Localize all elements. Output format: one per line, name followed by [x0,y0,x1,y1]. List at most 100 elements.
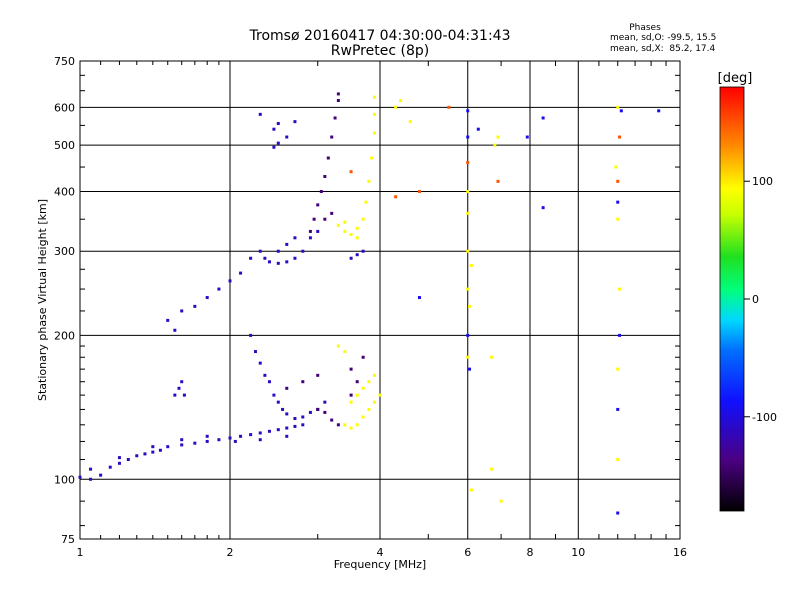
data-point [276,122,280,126]
data-point [316,229,320,233]
data-point [616,200,620,204]
data-point [355,393,359,397]
data-point [349,367,353,371]
data-point [616,217,620,221]
data-point [541,116,545,120]
data-point [466,287,470,291]
data-point [367,407,371,411]
data-point [373,373,377,377]
data-point [180,443,184,447]
data-point [394,195,398,199]
data-point [468,304,472,308]
data-point [343,220,347,224]
data-point [205,434,209,438]
data-point [173,328,177,332]
data-point [373,95,377,99]
data-point [336,223,340,227]
data-point [285,260,289,264]
data-point [370,156,374,160]
x-tick-label: 6 [464,546,471,559]
colorbar-tick-label: -100 [752,411,777,424]
data-point [336,92,340,96]
data-point [657,109,661,113]
data-point [180,438,184,442]
data-point [272,127,276,131]
data-point [394,105,398,109]
data-point [408,120,412,124]
data-point [267,380,271,384]
data-point [469,488,473,492]
data-point [193,441,197,445]
data-point [180,380,184,384]
data-point [373,400,377,404]
data-point [151,445,155,449]
data-point [258,431,262,435]
data-point [616,457,620,461]
data-point [618,287,622,291]
data-point [293,424,297,428]
data-point [233,439,237,443]
data-point [285,386,289,390]
data-point [493,143,497,147]
data-point [276,249,280,253]
x-tick-label: 8 [527,546,534,559]
data-point [263,373,267,377]
data-point [249,433,253,437]
data-point [182,393,186,397]
data-point [272,393,276,397]
data-point [285,242,289,246]
data-point [89,477,93,481]
data-point [618,333,622,337]
data-point [285,426,289,430]
phase-stats-x: mean, sd,X: 85.2, 17.4 [610,44,716,54]
data-point [616,407,620,411]
data-point [126,457,130,461]
data-point [616,367,620,371]
data-point [166,318,170,322]
data-point [239,271,243,275]
data-point [361,386,365,390]
data-point [217,438,221,442]
data-point [496,179,500,183]
data-point [349,393,353,397]
data-point [330,211,334,215]
data-point [301,415,305,419]
data-point [476,127,480,131]
chart-subtitle: RwPretec (8p) [331,43,429,59]
data-point [466,189,470,193]
data-point [616,511,620,515]
data-point [293,236,297,240]
data-point [108,465,112,469]
data-point [373,131,377,135]
data-point [330,418,334,422]
x-axis-label: Frequency [MHz] [334,558,426,571]
data-point [293,417,297,421]
data-point [349,233,353,237]
data-point [323,400,327,404]
phase-stats-o: mean, sd,O: -99.5, 15.5 [610,33,716,43]
data-point [193,304,197,308]
data-point [541,206,545,210]
data-point [285,434,289,438]
data-point [399,99,403,103]
data-point [349,170,353,174]
data-point [466,109,470,113]
x-tick-label: 10 [571,546,585,559]
axis-ticks: 1 2 4 6 8 10 16 75 100 200 300 400 500 600 750 [54,55,687,559]
data-point [239,434,243,438]
y-axis-label: Stationary phase Virtual Height [km] [36,199,49,401]
data-point [336,423,340,427]
data-point [466,211,470,215]
data-point [614,165,618,169]
data-point [323,410,327,414]
data-point [361,217,365,221]
data-point [373,112,377,116]
data-point [496,135,500,139]
data-point [490,467,494,471]
data-point [293,256,297,260]
data-point [99,473,103,477]
data-point [312,217,316,221]
data-points [78,92,661,515]
data-point [316,203,320,207]
data-point [466,135,470,139]
